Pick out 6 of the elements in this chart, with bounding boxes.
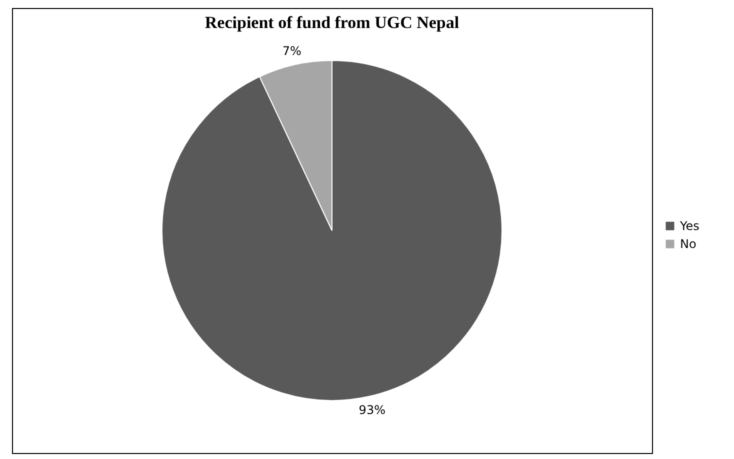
legend-label: Yes — [679, 219, 700, 233]
legend-label: No — [680, 237, 696, 251]
data-label: 7% — [282, 44, 302, 58]
chart-title: Recipient of fund from UGC Nepal — [204, 13, 460, 32]
data-label: 93% — [358, 403, 386, 418]
pie-slice — [162, 60, 502, 401]
